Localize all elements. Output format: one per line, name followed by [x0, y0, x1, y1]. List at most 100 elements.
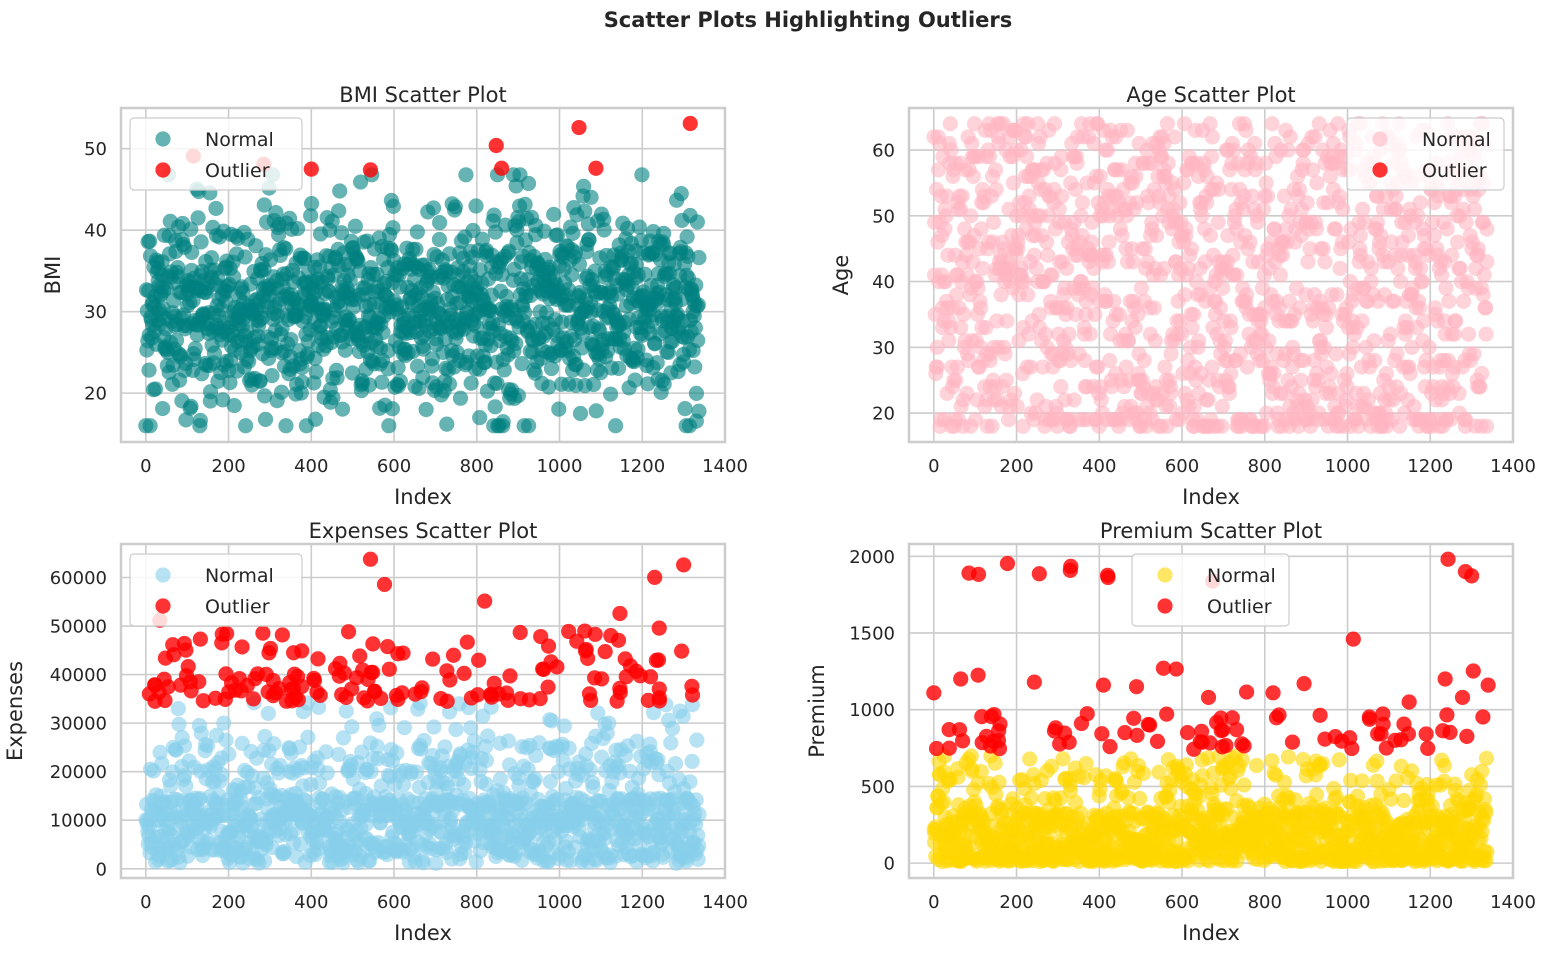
normal-point [396, 720, 413, 736]
normal-point [154, 755, 170, 772]
normal-point [1355, 201, 1371, 217]
normal-point [1044, 267, 1060, 283]
x-tick-label: 1000 [1325, 456, 1371, 477]
normal-point [389, 745, 405, 761]
normal-point [991, 774, 1007, 790]
normal-point [1479, 254, 1495, 270]
normal-point [1386, 293, 1402, 309]
normal-point [1058, 260, 1075, 277]
normal-point [1092, 168, 1108, 184]
normal-point [1447, 313, 1464, 329]
normal-point [500, 733, 516, 749]
normal-point [495, 414, 511, 430]
normal-point [1146, 300, 1162, 316]
normal-point [289, 220, 306, 237]
normal-point [1274, 247, 1291, 263]
normal-point [1077, 352, 1093, 369]
normal-point [152, 744, 168, 760]
normal-point [577, 203, 593, 219]
normal-point [1176, 116, 1192, 132]
normal-point [415, 341, 432, 357]
normal-point [1217, 333, 1233, 349]
normal-point [1382, 326, 1399, 342]
normal-point [1256, 418, 1272, 434]
x-tick-label: 1000 [537, 456, 583, 477]
normal-point [1106, 293, 1122, 309]
normal-point [1438, 280, 1454, 296]
normal-point [561, 740, 577, 756]
normal-point [183, 398, 199, 414]
outlier-point [459, 634, 475, 650]
normal-point [458, 167, 474, 183]
outlier-point [594, 671, 610, 687]
outlier-point [365, 636, 381, 652]
normal-point [1272, 267, 1288, 283]
normal-point [1315, 241, 1331, 257]
normal-point [1238, 122, 1254, 138]
x-tick-label: 400 [294, 456, 328, 477]
normal-point [408, 764, 425, 780]
normal-point [536, 223, 552, 239]
outlier-point [610, 632, 627, 648]
normal-point [1441, 293, 1457, 309]
normal-point [238, 418, 254, 434]
normal-point [1053, 162, 1069, 178]
outlier-point [588, 160, 604, 176]
legend-label: Outlier [205, 596, 270, 618]
normal-point [551, 401, 567, 417]
normal-point [1309, 175, 1325, 191]
normal-point [998, 372, 1014, 388]
normal-point [1367, 352, 1383, 369]
normal-point [585, 779, 601, 795]
normal-point [192, 412, 208, 429]
normal-point [283, 331, 299, 348]
outlier-point [500, 692, 516, 708]
outlier-point [191, 674, 207, 690]
x-tick-label: 800 [460, 456, 494, 477]
normal-point [517, 196, 533, 212]
normal-point [514, 356, 530, 372]
figure-suptitle: Scatter Plots Highlighting Outliers [604, 8, 1013, 32]
normal-point [1030, 116, 1046, 132]
outlier-point [571, 119, 587, 136]
normal-point [1414, 273, 1430, 290]
normal-point [311, 775, 328, 791]
normal-point [1255, 201, 1271, 217]
normal-point [656, 225, 672, 241]
normal-point [456, 777, 472, 793]
normal-point [1074, 195, 1090, 211]
points-layer [926, 551, 1496, 870]
y-tick-label: 500 [861, 777, 895, 798]
normal-point [257, 388, 273, 404]
normal-point [1239, 287, 1255, 303]
normal-point [155, 400, 171, 417]
normal-point [1180, 260, 1196, 277]
normal-point [1076, 769, 1092, 786]
normal-point [1460, 326, 1477, 342]
outlier-point [561, 623, 577, 640]
normal-point [1316, 339, 1332, 355]
normal-point [215, 392, 231, 408]
normal-point [1328, 346, 1344, 362]
normal-point [1188, 273, 1204, 290]
normal-point [415, 855, 431, 871]
normal-point [300, 729, 316, 745]
normal-point [1291, 181, 1307, 198]
outlier-point [682, 115, 698, 132]
outlier-point [214, 626, 230, 642]
normal-point [256, 197, 272, 213]
points-layer [926, 116, 1495, 434]
normal-point [472, 409, 488, 426]
normal-point [1476, 267, 1492, 283]
normal-point [1226, 142, 1242, 158]
normal-point [1474, 366, 1490, 382]
normal-point [1444, 247, 1460, 263]
normal-point [1477, 300, 1494, 316]
normal-point [1160, 155, 1176, 171]
normal-point [1392, 418, 1408, 434]
normal-point [347, 218, 363, 234]
normal-point [510, 387, 526, 404]
normal-point [629, 733, 645, 749]
legend-marker [155, 162, 171, 178]
